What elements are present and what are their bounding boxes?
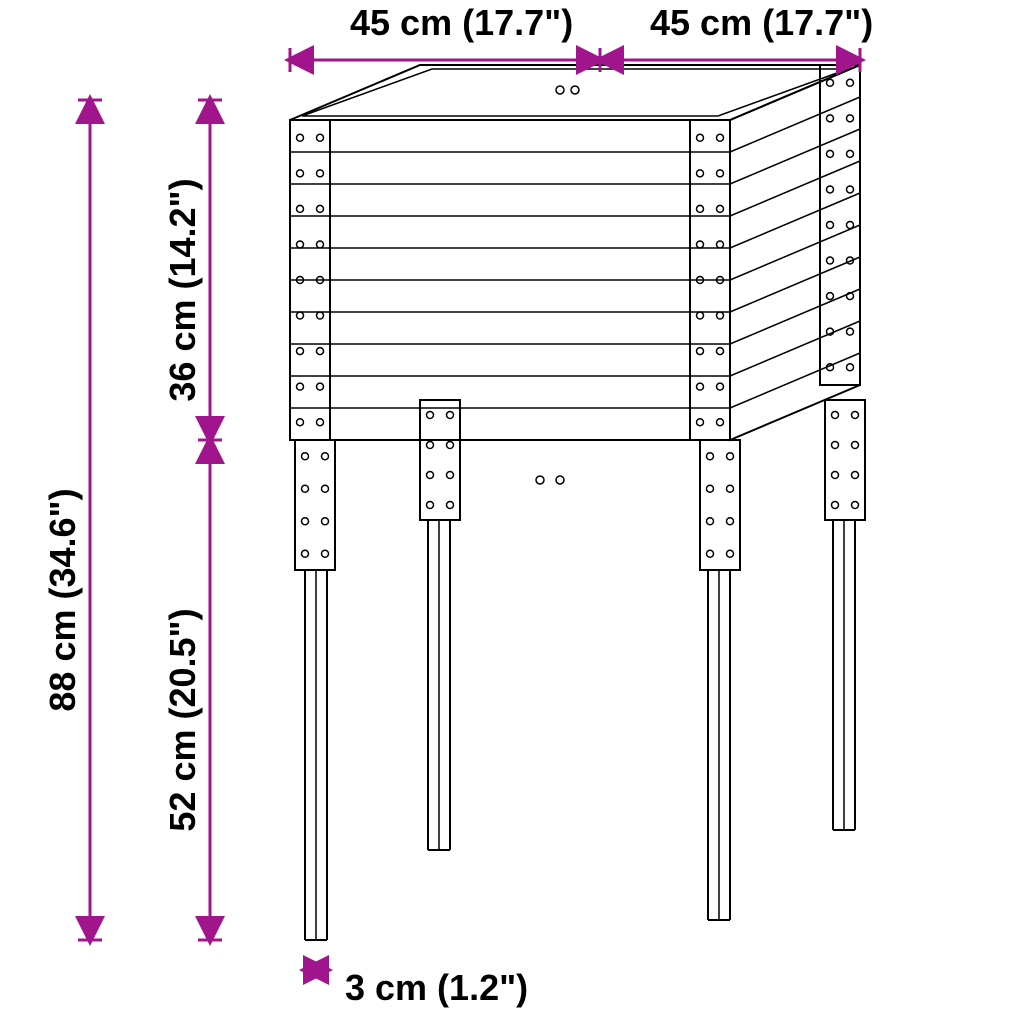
dim-legh-label: 52 cm (20.5") [162, 608, 203, 831]
dimension-labels: 45 cm (17.7") 45 cm (17.7") 88 cm (34.6"… [42, 2, 873, 1008]
dimension-diagram: 45 cm (17.7") 45 cm (17.7") 88 cm (34.6"… [0, 0, 1024, 1024]
dim-totalh-label: 88 cm (34.6") [42, 488, 83, 711]
product-outline [290, 65, 865, 940]
dim-legw-label: 3 cm (1.2") [345, 967, 528, 1008]
dim-depth-label: 45 cm (17.7") [650, 2, 873, 43]
dim-width-label: 45 cm (17.7") [350, 2, 573, 43]
dim-boxh-label: 36 cm (14.2") [162, 178, 203, 401]
